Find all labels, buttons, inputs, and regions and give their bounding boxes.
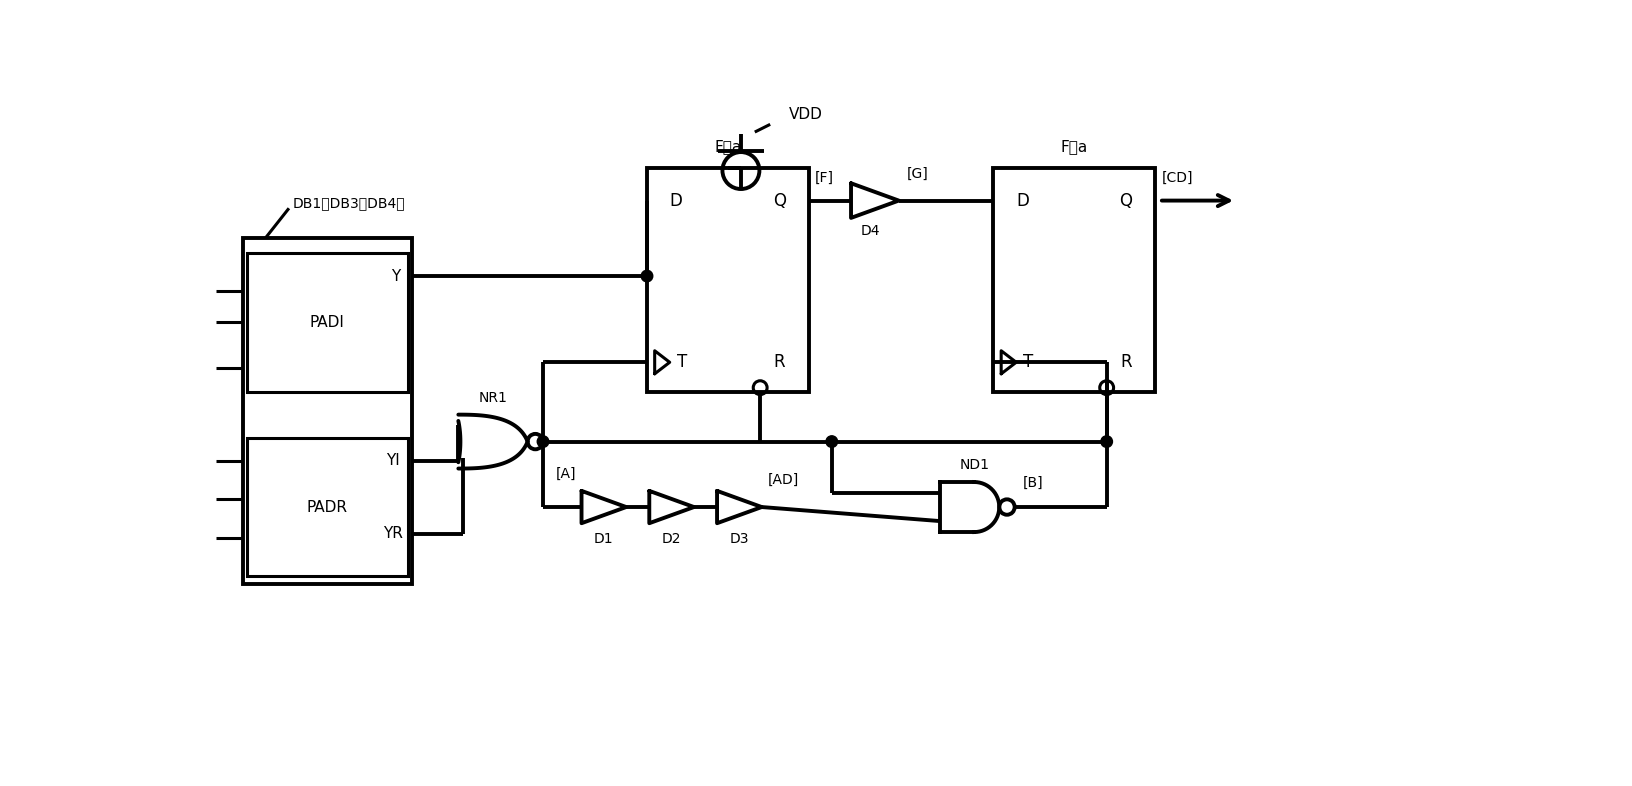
Polygon shape — [581, 491, 627, 523]
Polygon shape — [650, 491, 694, 523]
Text: YI: YI — [387, 454, 400, 468]
Bar — [246, 253, 408, 391]
Bar — [246, 438, 408, 576]
Text: F２a: F２a — [1061, 139, 1089, 154]
Text: D3: D3 — [730, 532, 749, 546]
Text: [G]: [G] — [906, 167, 929, 181]
Text: VDD: VDD — [788, 107, 823, 122]
Text: [A]: [A] — [555, 467, 576, 481]
Text: T: T — [677, 353, 687, 371]
Text: Q: Q — [774, 192, 787, 210]
Text: D: D — [669, 192, 682, 210]
Circle shape — [826, 435, 837, 447]
Text: [B]: [B] — [1022, 476, 1043, 490]
Text: D2: D2 — [663, 532, 682, 546]
Text: R: R — [774, 353, 785, 371]
Text: Q: Q — [1120, 192, 1133, 210]
Text: D: D — [1017, 192, 1030, 210]
Text: R: R — [1120, 353, 1131, 371]
Text: [AD]: [AD] — [769, 473, 800, 487]
Text: NR1: NR1 — [478, 391, 508, 405]
Text: [F]: [F] — [814, 171, 834, 185]
Circle shape — [1102, 435, 1113, 447]
Text: T: T — [1023, 353, 1033, 371]
Text: F１a: F１a — [715, 139, 741, 154]
Bar — [994, 168, 1155, 391]
Text: DB1（DB3，DB4）: DB1（DB3，DB4） — [292, 196, 405, 210]
Text: D4: D4 — [860, 224, 880, 238]
Polygon shape — [716, 491, 762, 523]
Text: PADI: PADI — [310, 314, 344, 330]
Text: ND1: ND1 — [960, 458, 989, 472]
Text: [CD]: [CD] — [1162, 171, 1193, 185]
Text: PADR: PADR — [307, 500, 348, 515]
Text: Y: Y — [390, 269, 400, 284]
Text: YR: YR — [384, 527, 403, 542]
Circle shape — [641, 270, 653, 282]
Bar — [646, 168, 809, 391]
Bar — [243, 237, 413, 584]
Circle shape — [537, 435, 548, 447]
Polygon shape — [850, 183, 899, 218]
Text: D1: D1 — [594, 532, 614, 546]
